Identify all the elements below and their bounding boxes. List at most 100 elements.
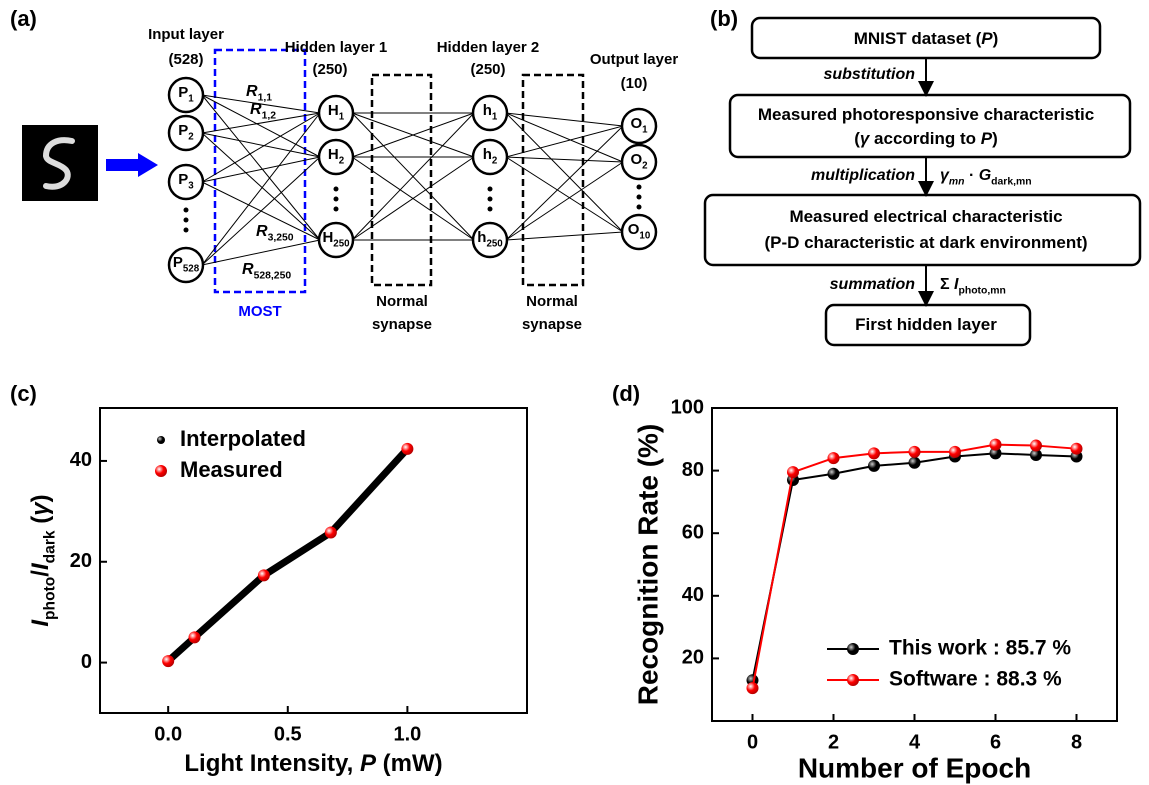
step-text-part: according to: [869, 129, 980, 148]
step-text-part: First hidden layer: [855, 315, 997, 334]
most-label: MOST: [238, 303, 281, 320]
x-axis-label-part: (mW): [376, 750, 443, 777]
arrow-formula-part: photo,mn: [959, 285, 1006, 296]
node-label-part: 2: [642, 160, 648, 171]
legend-marker: [847, 643, 859, 655]
input-arrow-head: [138, 153, 158, 177]
y-axis-label-part: (: [27, 516, 54, 531]
arrow-formula-part: dark,mn: [991, 176, 1031, 187]
marker: [909, 457, 921, 469]
node-label-part: h: [483, 102, 492, 119]
step-text-part: P: [981, 129, 993, 148]
step-text-part: ): [993, 29, 999, 48]
connection: [202, 240, 320, 265]
most-box: [215, 50, 305, 292]
arrow-formula-part: mn: [949, 176, 965, 187]
x-tick-label: 2: [828, 731, 839, 753]
x-axis-label-part: P: [360, 750, 377, 777]
marker: [868, 447, 880, 459]
layer-size: (250): [470, 61, 505, 78]
y-axis-label: Recognition Rate (%): [632, 424, 663, 706]
marker: [787, 466, 799, 478]
step-text: Measured electrical characteristic: [789, 207, 1062, 226]
ellipsis: [184, 185, 642, 233]
marker: [162, 655, 174, 667]
layer-name: Input layer: [148, 26, 224, 43]
node-label-part: 1: [339, 111, 345, 122]
step-text-part: MNIST dataset (: [854, 29, 982, 48]
marker: [188, 631, 200, 643]
step-text-part: (P-D characteristic at dark environment): [764, 233, 1087, 252]
figure: (a) MOST Normal synapse Normal synapse (…: [0, 0, 1149, 785]
step-text: First hidden layer: [855, 315, 997, 334]
step-text-part: Measured photoresponsive characteristic: [758, 105, 1094, 124]
node-label-part: O: [630, 115, 642, 132]
weight-label-part: 3,250: [268, 232, 294, 243]
layer-name: Output layer: [590, 51, 679, 68]
synapse-label: synapse: [372, 316, 432, 333]
x-axis-label: Light Intensity, P (mW): [184, 750, 442, 777]
node-label-part: P: [178, 171, 188, 188]
step-text-part: Measured electrical characteristic: [789, 207, 1062, 226]
y-tick-label: 80: [682, 459, 704, 481]
marker: [868, 460, 880, 472]
arrow-label: summation: [830, 276, 916, 293]
x-tick-label: 1.0: [393, 723, 421, 745]
layer-size: (528): [168, 51, 203, 68]
step-text-part: ): [992, 129, 998, 148]
connection: [202, 157, 320, 182]
node-label-part: 1: [188, 93, 194, 104]
arrow-label: substitution: [823, 66, 915, 83]
node-label-part: 250: [486, 238, 503, 249]
layer-size: (10): [621, 75, 648, 92]
weight-label-part: R: [256, 223, 268, 240]
node-label-part: H: [322, 229, 333, 246]
marker: [401, 443, 413, 455]
panel-label: (b): [710, 6, 738, 31]
node-label-part: 3: [188, 180, 194, 191]
legend-label: Measured: [180, 457, 283, 482]
weight-label-part: R: [250, 101, 262, 118]
marker: [325, 527, 337, 539]
synapse-box: [372, 75, 431, 285]
step-text: Measured photoresponsive characteristic: [758, 105, 1094, 124]
legend-label: This work : 85.7 %: [889, 637, 1071, 660]
synapse-label: synapse: [522, 316, 582, 333]
weight-label-part: 1,2: [262, 110, 277, 121]
arrow-formula: Σ Iphoto,mn: [940, 276, 1006, 296]
panel-label: (d): [612, 381, 640, 406]
arrow-label: multiplication: [811, 167, 915, 184]
weight-label-part: R: [246, 83, 258, 100]
arrow-formula-part: G: [979, 167, 991, 184]
x-axis-label: Number of Epoch: [798, 752, 1031, 783]
connection: [202, 113, 320, 265]
step-text: (P-D characteristic at dark environment): [764, 233, 1087, 252]
marker: [990, 439, 1002, 451]
y-tick-label: 0: [81, 651, 92, 673]
synapse-label: Normal: [526, 293, 578, 310]
marker: [1030, 440, 1042, 452]
marker: [1071, 443, 1083, 455]
marker: [258, 569, 270, 581]
flow-boxes: [705, 18, 1140, 345]
node-label-part: 1: [642, 124, 648, 135]
node-label-part: 528: [183, 263, 200, 274]
node-label-part: h: [483, 146, 492, 163]
y-tick-label: 20: [682, 647, 704, 669]
node-label-part: P: [178, 84, 188, 101]
weight-label: R528,250: [242, 261, 291, 281]
y-axis-label-part: ): [27, 494, 54, 502]
y-axis-label-part: photo: [42, 577, 59, 620]
node-label-part: 2: [492, 155, 498, 166]
panel-label: (a): [10, 6, 37, 31]
connection: [202, 157, 320, 265]
weight-label-part: R: [242, 261, 254, 278]
x-tick-label: 8: [1071, 731, 1082, 753]
legend-marker: [155, 465, 167, 477]
arrow-formula: γmn · Gdark,mn: [940, 167, 1032, 187]
arrow-formula-part: Σ: [940, 276, 954, 293]
layer-size: (250): [312, 61, 347, 78]
node-label-part: P: [173, 254, 183, 271]
x-tick-label: 0.5: [274, 723, 302, 745]
step-text-part: P: [981, 29, 993, 48]
